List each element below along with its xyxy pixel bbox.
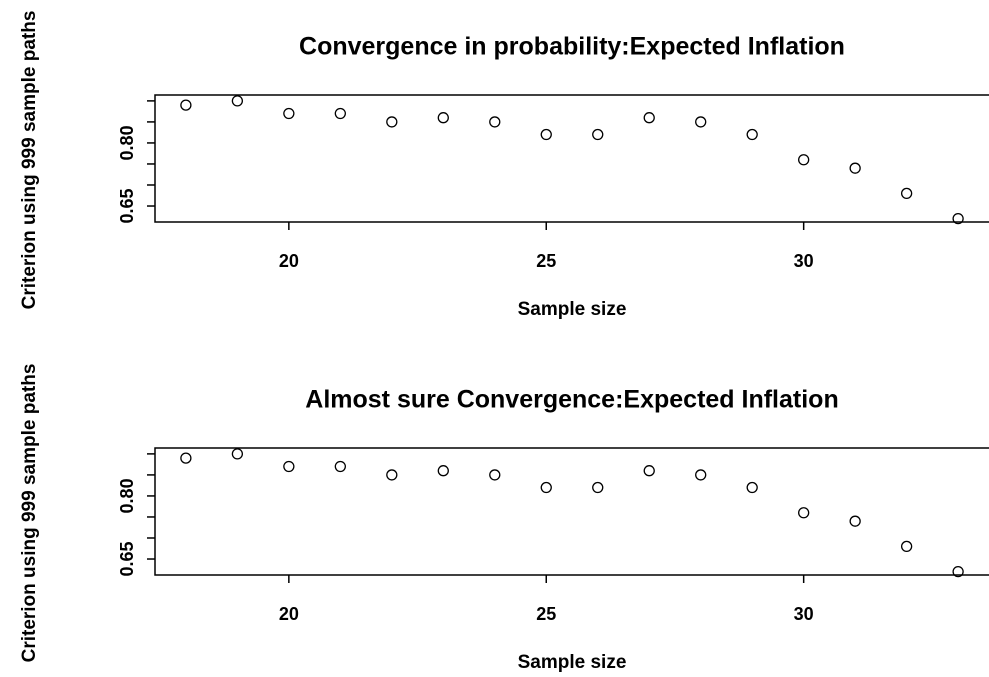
point <box>952 212 964 225</box>
chart-title: Convergence in probability:Expected Infl… <box>299 33 845 61</box>
x-tick-label: 25 <box>536 604 556 624</box>
point <box>540 128 552 141</box>
point <box>540 481 552 494</box>
x-tick-label: 20 <box>279 604 299 624</box>
point <box>386 116 398 128</box>
y-axis-label: Criterion using 999 sample paths <box>19 11 40 310</box>
chart-title: Almost sure Convergence:Expected Inflati… <box>305 386 838 414</box>
point <box>900 540 913 553</box>
point <box>180 452 192 464</box>
point <box>798 507 810 519</box>
y-tick-label: 0.80 <box>117 478 137 513</box>
point <box>952 565 964 578</box>
x-tick-label: 30 <box>794 604 814 624</box>
point <box>180 99 192 111</box>
point <box>231 448 244 460</box>
point <box>489 469 501 481</box>
x-tick-label: 30 <box>794 251 814 271</box>
point <box>643 112 655 124</box>
point <box>695 116 707 128</box>
y-tick-label: 0.65 <box>117 541 137 576</box>
point <box>695 469 707 481</box>
point <box>849 162 861 174</box>
point <box>746 481 758 494</box>
plot-frame <box>154 447 989 576</box>
point <box>386 469 398 481</box>
x-tick-label: 20 <box>279 251 299 271</box>
point <box>283 460 295 473</box>
point <box>334 460 346 473</box>
y-axis-label: Criterion using 999 sample paths <box>19 364 40 663</box>
point <box>592 481 604 494</box>
point <box>746 128 758 141</box>
point <box>798 154 810 166</box>
x-axis-label: Sample size <box>518 299 627 320</box>
point <box>437 465 449 477</box>
point <box>849 515 861 527</box>
point <box>283 107 295 120</box>
point <box>437 112 449 124</box>
point <box>231 95 244 107</box>
point <box>334 107 346 120</box>
point <box>643 465 655 477</box>
x-axis-label: Sample size <box>518 652 627 673</box>
x-tick-label: 25 <box>536 251 556 271</box>
y-tick-label: 0.80 <box>117 125 137 160</box>
point <box>592 128 604 141</box>
point <box>489 116 501 128</box>
point <box>900 187 913 200</box>
plot-frame <box>154 94 989 223</box>
y-tick-label: 0.65 <box>117 188 137 223</box>
